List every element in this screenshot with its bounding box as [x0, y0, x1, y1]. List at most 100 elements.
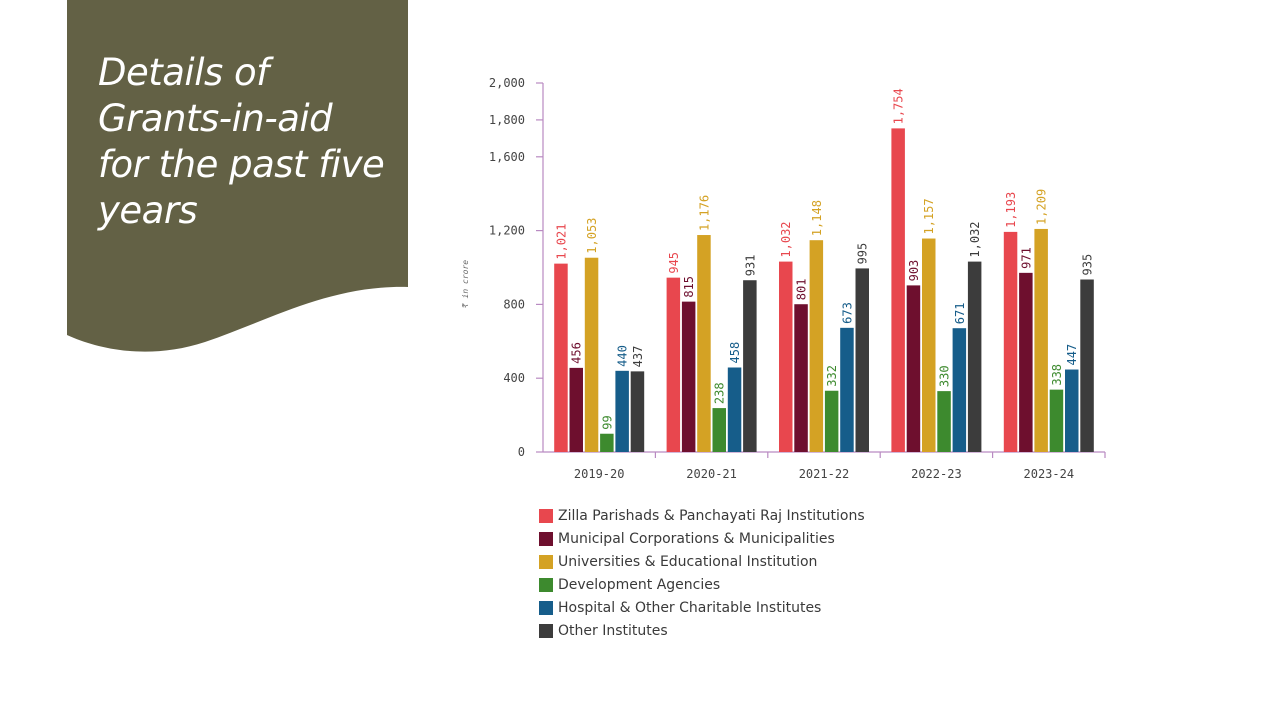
bar	[779, 261, 793, 452]
bar	[967, 261, 982, 452]
x-tick-label: 2019-20	[574, 467, 625, 481]
legend-item: Universities & Educational Institution	[539, 550, 865, 573]
bar	[1065, 369, 1079, 452]
data-label: 1,209	[1035, 189, 1049, 225]
slide-title: Details of Grants-in-aid for the past fi…	[98, 50, 398, 234]
x-tick-label: 2021-22	[799, 467, 850, 481]
legend-swatch	[539, 600, 553, 615]
bar	[922, 238, 936, 452]
bar	[743, 280, 757, 452]
title-line: years	[98, 189, 198, 232]
data-label: 1,754	[892, 88, 906, 124]
legend-swatch	[539, 508, 553, 523]
legend-item: Zilla Parishads & Panchayati Raj Institu…	[539, 504, 865, 527]
bar	[855, 268, 869, 452]
legend-item: Municipal Corporations & Municipalities	[539, 527, 865, 550]
legend-swatch	[539, 531, 553, 546]
data-label: 1,032	[968, 221, 982, 257]
bar	[906, 285, 921, 452]
legend-label: Zilla Parishads & Panchayati Raj Institu…	[558, 507, 865, 524]
x-tick-label: 2023-24	[1024, 467, 1075, 481]
y-tick-label: 1,800	[489, 113, 525, 127]
bar	[1019, 272, 1033, 452]
bar	[554, 263, 568, 452]
bar	[697, 235, 711, 452]
bar	[891, 128, 905, 452]
data-label: 971	[1019, 247, 1033, 269]
legend-label: Development Agencies	[558, 576, 721, 593]
title-line: for the past five	[98, 143, 385, 186]
title-panel	[67, 0, 408, 352]
data-label: 935	[1081, 254, 1095, 276]
bar	[666, 277, 681, 452]
title-line: Grants-in-aid	[98, 97, 333, 140]
y-tick-label: 2,000	[489, 76, 525, 90]
legend-swatch	[539, 554, 553, 569]
bar	[809, 240, 824, 452]
data-label: 801	[795, 279, 809, 301]
legend-item: Other Institutes	[539, 619, 865, 642]
bar	[824, 390, 839, 452]
bar	[1049, 389, 1064, 452]
data-label: 1,157	[922, 198, 936, 234]
y-tick-label: 800	[503, 297, 525, 311]
legend-item: Hospital & Other Charitable Institutes	[539, 596, 865, 619]
title-panel-shape	[67, 0, 408, 352]
bar	[1034, 228, 1048, 452]
bar	[1003, 231, 1018, 452]
data-label: 456	[570, 342, 584, 364]
y-tick-label: 400	[503, 371, 525, 385]
bar	[727, 367, 742, 452]
data-label: 440	[616, 345, 630, 367]
title-line: Details of	[98, 51, 269, 94]
legend-swatch	[539, 623, 553, 638]
bar	[794, 304, 808, 452]
data-label: 1,021	[554, 224, 568, 260]
data-label: 1,032	[779, 221, 793, 257]
bar	[840, 327, 854, 452]
legend-label: Municipal Corporations & Municipalities	[558, 530, 835, 547]
y-tick-label: 0	[518, 445, 525, 459]
data-label: 1,193	[1004, 192, 1018, 228]
x-tick-label: 2020-21	[686, 467, 737, 481]
data-label: 458	[728, 342, 742, 364]
bar	[630, 371, 645, 452]
data-label: 903	[907, 260, 921, 282]
bar	[569, 367, 583, 452]
legend-label: Hospital & Other Charitable Institutes	[558, 599, 822, 616]
x-tick-label: 2022-23	[911, 467, 962, 481]
y-tick-label: 1,600	[489, 150, 525, 164]
data-label: 338	[1050, 364, 1064, 386]
bar	[615, 370, 629, 452]
y-tick-label: 1,200	[489, 224, 525, 238]
data-label: 1,053	[585, 218, 599, 254]
bar	[584, 257, 599, 452]
data-label: 99	[600, 415, 614, 429]
data-label: 995	[856, 243, 870, 265]
legend: Zilla Parishads & Panchayati Raj Institu…	[539, 504, 865, 642]
data-label: 447	[1065, 344, 1079, 366]
bar	[712, 408, 726, 452]
bar	[681, 301, 696, 452]
data-label: 437	[631, 346, 645, 368]
data-label: 332	[825, 365, 839, 387]
data-label: 815	[682, 276, 696, 298]
y-axis-label: ₹ in crore	[461, 260, 470, 308]
data-label: 931	[743, 255, 757, 277]
bar	[937, 391, 951, 452]
bar	[1080, 279, 1094, 452]
legend-label: Other Institutes	[558, 622, 668, 639]
bar	[600, 433, 614, 452]
data-label: 945	[667, 252, 681, 274]
data-label: 1,176	[697, 195, 711, 231]
data-label: 1,148	[810, 200, 824, 236]
data-label: 671	[953, 303, 967, 325]
legend-item: Development Agencies	[539, 573, 865, 596]
legend-label: Universities & Educational Institution	[558, 553, 818, 570]
legend-swatch	[539, 577, 553, 592]
bar	[952, 328, 967, 452]
data-label: 673	[840, 302, 854, 324]
data-label: 330	[938, 365, 952, 387]
data-label: 238	[713, 382, 727, 404]
